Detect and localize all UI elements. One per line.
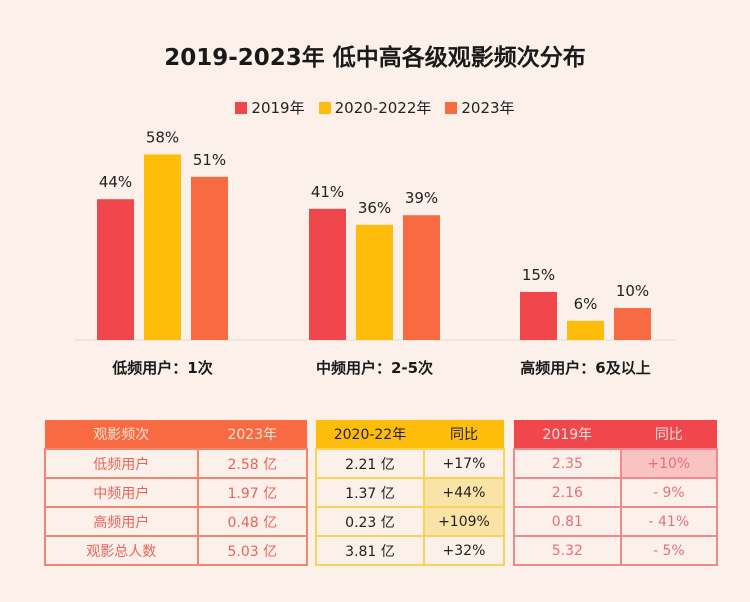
bar [614,308,651,340]
table-cell: 1.97 亿 [196,477,309,508]
bar [191,176,228,340]
table-row: 3.81 亿 +32% [315,535,506,566]
legend: 2019年 2020-2022年 2023年 [0,97,750,118]
legend-label: 2023年 [461,99,515,117]
table-cell: 0.23 亿 [315,506,425,537]
chart-title: 2019-2023年 低中高各级观影频次分布 [164,45,586,71]
table-cell: 0.48 亿 [196,506,309,537]
category-label: 高频用户：6及以上 [520,359,650,377]
table-row: 低频用户 2.58 亿 [44,448,309,479]
data-label: 6% [574,295,598,313]
data-label: 51% [193,151,226,169]
legend-swatch [445,102,458,114]
table-cell: +109% [422,506,506,537]
table-cell: 高频用户 [44,506,199,537]
table-cell: 低频用户 [44,448,199,479]
table-cell: +10% [619,448,719,479]
table-row: 2.16- 9% [513,477,719,508]
bar [567,320,604,340]
table-2020-2022: 2020-22年 同比 2.21 亿 +17% 1.37 亿 +44% 0.23 亿 +109… [315,420,506,566]
table-2023: 观影频次 2023年 低频用户 2.58 亿中频用户 1.97 亿高频用户 0.48 亿观… [44,420,309,566]
table-cell: 2.58 亿 [196,448,309,479]
table-row: 1.37 亿 +44% [315,477,506,508]
column-header: 同比 [423,420,504,449]
column-header: 同比 [620,420,717,449]
category-label: 中频用户：2-5次 [316,359,433,377]
column-header: 观影频次 [45,420,198,449]
table-cell: 2.35 [513,448,622,479]
table-row: 0.81- 41% [513,506,719,537]
column-header: 2023年 [197,420,307,449]
table-cell: - 9% [619,477,719,508]
legend-item: 2020-2022年 [318,97,432,118]
data-label: 44% [99,173,132,191]
table-row: 2.21 亿 +17% [315,448,506,479]
table-row: 0.23 亿 +109% [315,506,506,537]
table-cell: 5.32 [513,535,622,566]
table-cell: 3.81 亿 [315,535,425,566]
data-label: 41% [311,183,344,201]
data-label: 15% [522,266,555,284]
table-cell: - 41% [619,506,719,537]
bar [520,292,557,340]
table-cell: +44% [422,477,506,508]
legend-swatch [318,102,331,114]
bar-chart: 44% 58% 51% 低频用户：1次 41% 36% 39% 中频用户：2-5次 15% 6% 1… [75,128,675,377]
bar [309,208,346,340]
data-label: 36% [358,199,391,217]
table-row: 观影总人数 5.03 亿 [44,535,309,566]
legend-swatch [235,102,248,114]
column-header: 2019年 [514,420,621,449]
table-cell: 中频用户 [44,477,199,508]
table-cell: 5.03 亿 [196,535,309,566]
bar [144,154,181,340]
table-cell: +17% [422,448,506,479]
column-header: 2020-22年 [316,420,424,449]
table-cell: 2.21 亿 [315,448,425,479]
legend-label: 2020-2022年 [334,99,432,117]
legend-item: 2023年 [445,97,515,118]
legend-label: 2019年 [251,99,305,117]
legend-item: 2019年 [235,97,305,118]
table-row: 中频用户 1.97 亿 [44,477,309,508]
table-row: 高频用户 0.48 亿 [44,506,309,537]
table-cell: 1.37 亿 [315,477,425,508]
data-label: 58% [146,128,179,146]
table-cell: 2.16 [513,477,622,508]
data-label: 39% [405,189,438,207]
table-2019: 2019年 同比 2.35 +10% 2.16- 9% 0.81- 41% 5.32- 5% [513,420,719,566]
category-label: 低频用户：1次 [111,359,212,377]
data-label: 10% [616,282,649,300]
table-cell: +32% [422,535,506,566]
table-row: 2.35 +10% [513,448,719,479]
table-cell: - 5% [619,535,719,566]
table-row: 5.32- 5% [513,535,719,566]
bar [97,199,134,340]
table-cell: 0.81 [513,506,622,537]
bar [403,215,440,340]
bar [356,224,393,340]
table-cell: 观影总人数 [44,535,199,566]
